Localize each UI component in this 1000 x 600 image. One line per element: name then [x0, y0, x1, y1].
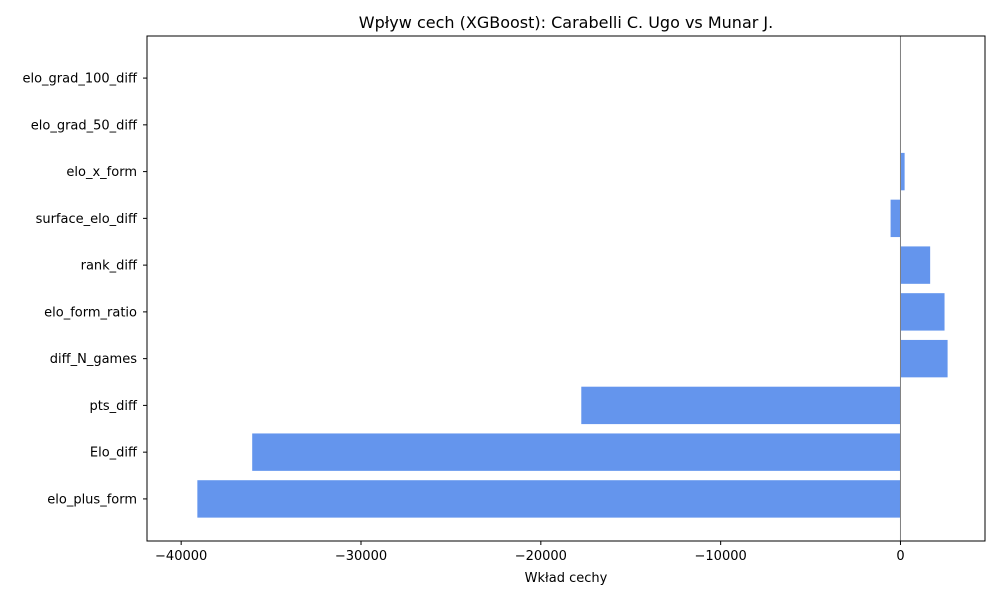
y-tick-label: surface_elo_diff [36, 212, 138, 227]
bar-elo_x_form [900, 152, 905, 191]
x-tick-label: −30000 [335, 549, 387, 564]
bar-diff_N_games [900, 339, 948, 378]
y-tick-label: elo_x_form [66, 165, 137, 180]
y-tick-label: Elo_diff [90, 446, 138, 461]
bar-rank_diff [900, 246, 931, 284]
bar-elo_plus_form [197, 480, 901, 518]
x-tick-label: −40000 [155, 549, 207, 564]
plot-frame [146, 35, 986, 542]
x-tick-label: −20000 [515, 549, 567, 564]
bar-Elo_diff [252, 433, 901, 471]
x-tick-label: 0 [896, 549, 904, 564]
bars-group [197, 152, 948, 518]
x-tick-label: −10000 [695, 549, 747, 564]
y-tick-label: diff_N_games [50, 352, 137, 367]
y-tick-label: elo_form_ratio [44, 305, 137, 320]
y-tick-label: rank_diff [81, 259, 138, 274]
y-tick-label: elo_grad_50_diff [31, 118, 138, 133]
y-tick-label: pts_diff [90, 399, 138, 414]
bar-elo_form_ratio [900, 293, 945, 331]
bar-surface_elo_diff [890, 199, 901, 238]
y-tick-label: elo_plus_form [47, 492, 137, 507]
y-tick-label: elo_grad_100_diff [22, 72, 138, 87]
x-axis: −40000 −30000 −20000 −10000 0 [155, 541, 905, 564]
x-axis-label: Wkład cechy [525, 571, 608, 586]
bar-pts_diff [581, 386, 901, 425]
y-axis: elo_plus_form Elo_diff pts_diff diff_N_game… [22, 72, 147, 507]
chart-title: Wpływ cech (XGBoost): Carabelli C. Ugo v… [359, 13, 773, 32]
